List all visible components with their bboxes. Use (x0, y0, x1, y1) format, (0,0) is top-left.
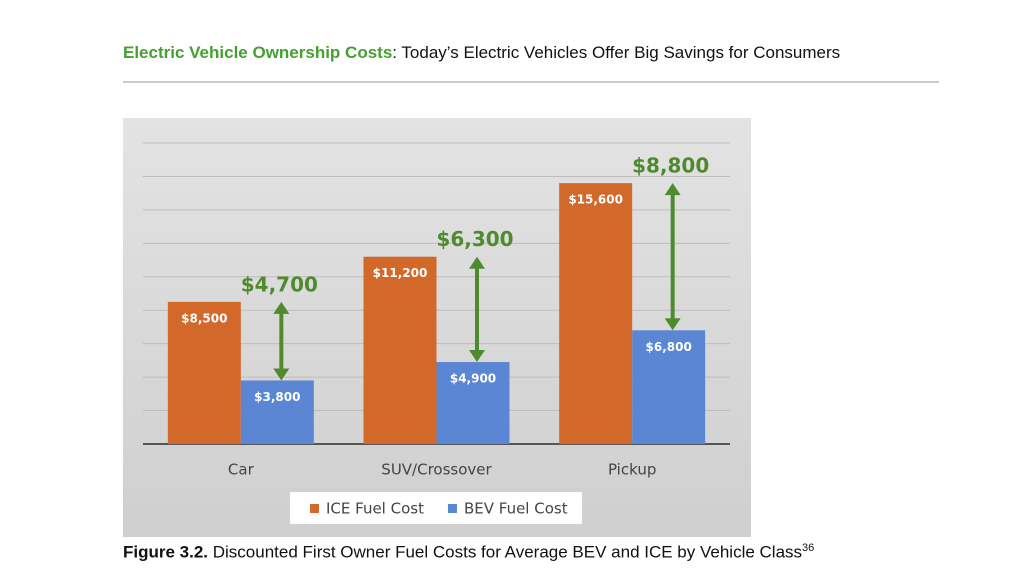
bar (363, 256, 437, 444)
header-rest: : Today’s Electric Vehicles Offer Big Sa… (392, 43, 841, 62)
bar (167, 301, 241, 444)
bar (240, 380, 314, 444)
caption-superscript: 36 (802, 542, 815, 554)
caption-label: Figure 3.2. (123, 542, 209, 562)
arrow-head (664, 318, 681, 331)
savings-label: $8,800 (632, 154, 709, 178)
value-label: $15,600 (568, 193, 623, 207)
arrow-head (273, 368, 290, 381)
header: Electric Vehicle Ownership Costs: Today’… (123, 43, 840, 63)
legend-label: BEV Fuel Cost (464, 500, 568, 518)
legend-swatch (310, 504, 319, 513)
x-tick-label: Car (228, 461, 255, 479)
arrow-head (273, 301, 290, 314)
value-label: $4,900 (450, 372, 496, 386)
value-label: $11,200 (373, 266, 428, 280)
header-bold: Electric Vehicle Ownership Costs (123, 43, 393, 62)
savings-label: $6,300 (436, 227, 513, 251)
legend-box (290, 492, 582, 524)
arrow-head (469, 256, 485, 269)
legend-swatch (447, 504, 457, 513)
header-rule (123, 81, 939, 83)
bar (632, 330, 706, 444)
caption-text: Discounted First Owner Fuel Costs for Av… (208, 542, 803, 562)
x-tick-label: SUV/Crossover (381, 461, 492, 479)
x-tick-label: Pickup (608, 461, 656, 479)
bar (559, 183, 633, 444)
arrow-head (664, 183, 681, 196)
legend-label: ICE Fuel Cost (326, 500, 424, 518)
arrow-head (469, 350, 485, 363)
caption: Figure 3.2. Discounted First Owner Fuel … (123, 542, 814, 563)
value-label: $3,800 (254, 390, 300, 404)
bar (436, 362, 510, 444)
value-label: $8,500 (181, 311, 227, 325)
value-label: $6,800 (646, 340, 692, 354)
savings-label: $4,700 (241, 272, 318, 296)
